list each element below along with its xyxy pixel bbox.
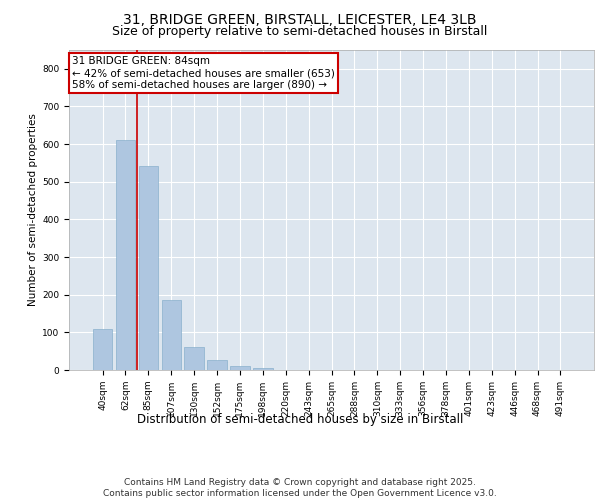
Text: Contains HM Land Registry data © Crown copyright and database right 2025.
Contai: Contains HM Land Registry data © Crown c… bbox=[103, 478, 497, 498]
Text: Distribution of semi-detached houses by size in Birstall: Distribution of semi-detached houses by … bbox=[137, 412, 463, 426]
Bar bbox=[139, 166, 158, 370]
Text: 31 BRIDGE GREEN: 84sqm
← 42% of semi-detached houses are smaller (653)
58% of se: 31 BRIDGE GREEN: 84sqm ← 42% of semi-det… bbox=[71, 56, 335, 90]
Text: 31, BRIDGE GREEN, BIRSTALL, LEICESTER, LE4 3LB: 31, BRIDGE GREEN, BIRSTALL, LEICESTER, L… bbox=[123, 12, 477, 26]
Bar bbox=[93, 330, 112, 370]
Bar bbox=[208, 360, 227, 370]
Bar bbox=[116, 140, 135, 370]
Y-axis label: Number of semi-detached properties: Number of semi-detached properties bbox=[28, 114, 38, 306]
Bar bbox=[161, 300, 181, 370]
Text: Size of property relative to semi-detached houses in Birstall: Size of property relative to semi-detach… bbox=[112, 25, 488, 38]
Bar bbox=[230, 366, 250, 370]
Bar bbox=[253, 368, 272, 370]
Bar bbox=[184, 348, 204, 370]
